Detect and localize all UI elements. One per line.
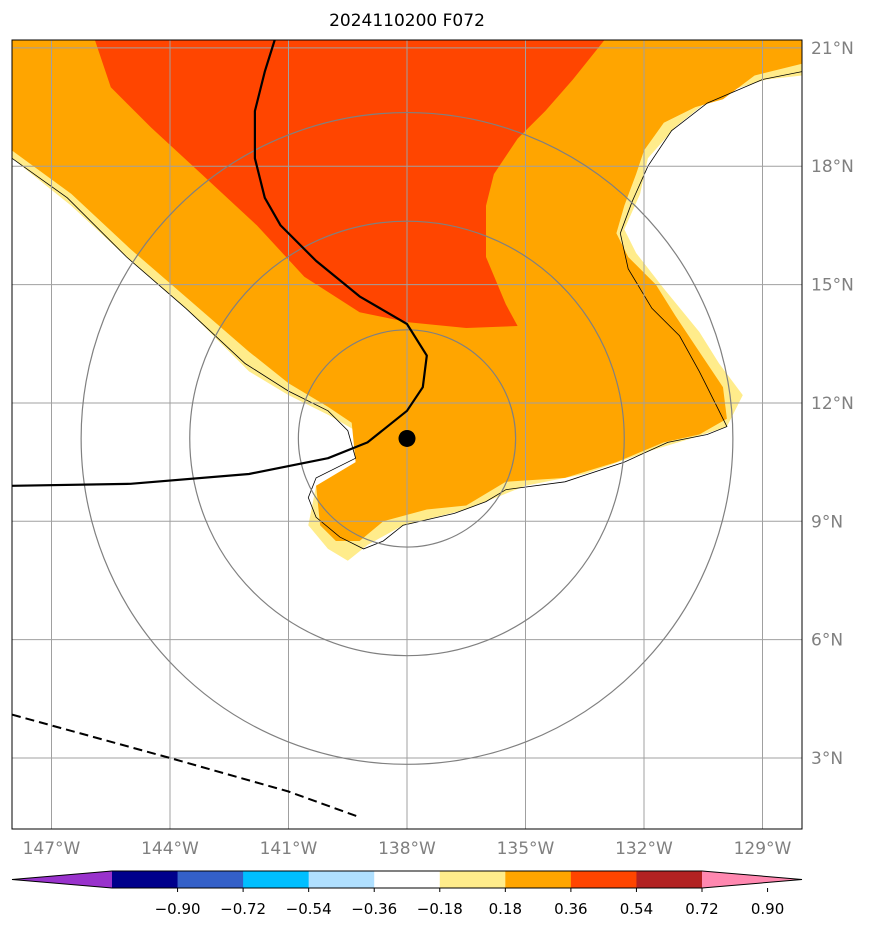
colorbar-swatch — [243, 871, 310, 888]
x-tick-label: 135°W — [497, 839, 555, 859]
range-ring-1 — [189, 220, 625, 657]
y-tick-label: 15°N — [811, 276, 854, 296]
colorbar-swatch — [570, 871, 637, 888]
colorbar-tick-label: 0.90 — [751, 900, 784, 918]
colorbar-swatch — [374, 871, 441, 888]
y-tick-label: 9°N — [811, 512, 843, 532]
x-tick-label: 132°W — [615, 839, 673, 859]
contour-fill-2 — [94, 40, 605, 328]
colorbar-swatch — [308, 871, 375, 888]
y-tick-label: 3°N — [811, 749, 843, 769]
chart-title: 2024110200 F072 — [329, 11, 485, 31]
colorbar: −0.90 −0.72 −0.54 −0.36 −0.18 0.18 0.36 0.54 0.7… — [11, 870, 803, 918]
colorbar-tick-label: 0.18 — [489, 900, 522, 918]
x-axis: 147°W 144°W 141°W 138°W 135°W 132°W 129°W — [23, 839, 792, 859]
track-line — [12, 40, 428, 487]
colorbar-tick-label: −0.54 — [286, 900, 332, 918]
colorbar-tick-label: −0.72 — [220, 900, 266, 918]
colorbar-tick-label: 0.72 — [685, 900, 718, 918]
colorbar-tick-label: 0.36 — [554, 900, 587, 918]
range-ring-2 — [80, 111, 734, 765]
colorbar-swatch — [636, 871, 703, 888]
y-tick-label: 21°N — [811, 39, 854, 59]
y-tick-label: 12°N — [811, 394, 854, 414]
colorbar-swatch — [112, 871, 179, 888]
storm-center-marker — [398, 429, 416, 447]
colorbar-swatch — [505, 871, 572, 888]
colorbar-extend-low — [12, 871, 112, 888]
y-tick-label: 18°N — [811, 157, 854, 177]
colorbar-swatch — [439, 871, 506, 888]
track-dashed-line — [12, 713, 360, 819]
plot-area — [12, 40, 802, 829]
x-tick-label: 144°W — [141, 839, 199, 859]
y-tick-label: 6°N — [811, 631, 843, 651]
colorbar-tick-label: −0.36 — [351, 900, 397, 918]
x-tick-label: 138°W — [378, 839, 436, 859]
colorbar-swatch — [177, 871, 244, 888]
colorbar-tick-label: −0.18 — [417, 900, 463, 918]
x-tick-label: 147°W — [23, 839, 81, 859]
colorbar-extend-high — [702, 871, 802, 888]
colorbar-tick-label: −0.90 — [155, 900, 201, 918]
colorbar-tick-label: 0.54 — [620, 900, 653, 918]
range-ring-0 — [297, 329, 517, 548]
x-tick-label: 129°W — [734, 839, 792, 859]
y-axis: 3°N 6°N 9°N 12°N 15°N 18°N 21°N — [811, 39, 854, 769]
coastline — [12, 71, 802, 550]
colorbar-outline — [11, 870, 803, 889]
x-tick-label: 141°W — [260, 839, 318, 859]
plot-frame — [11, 39, 803, 830]
